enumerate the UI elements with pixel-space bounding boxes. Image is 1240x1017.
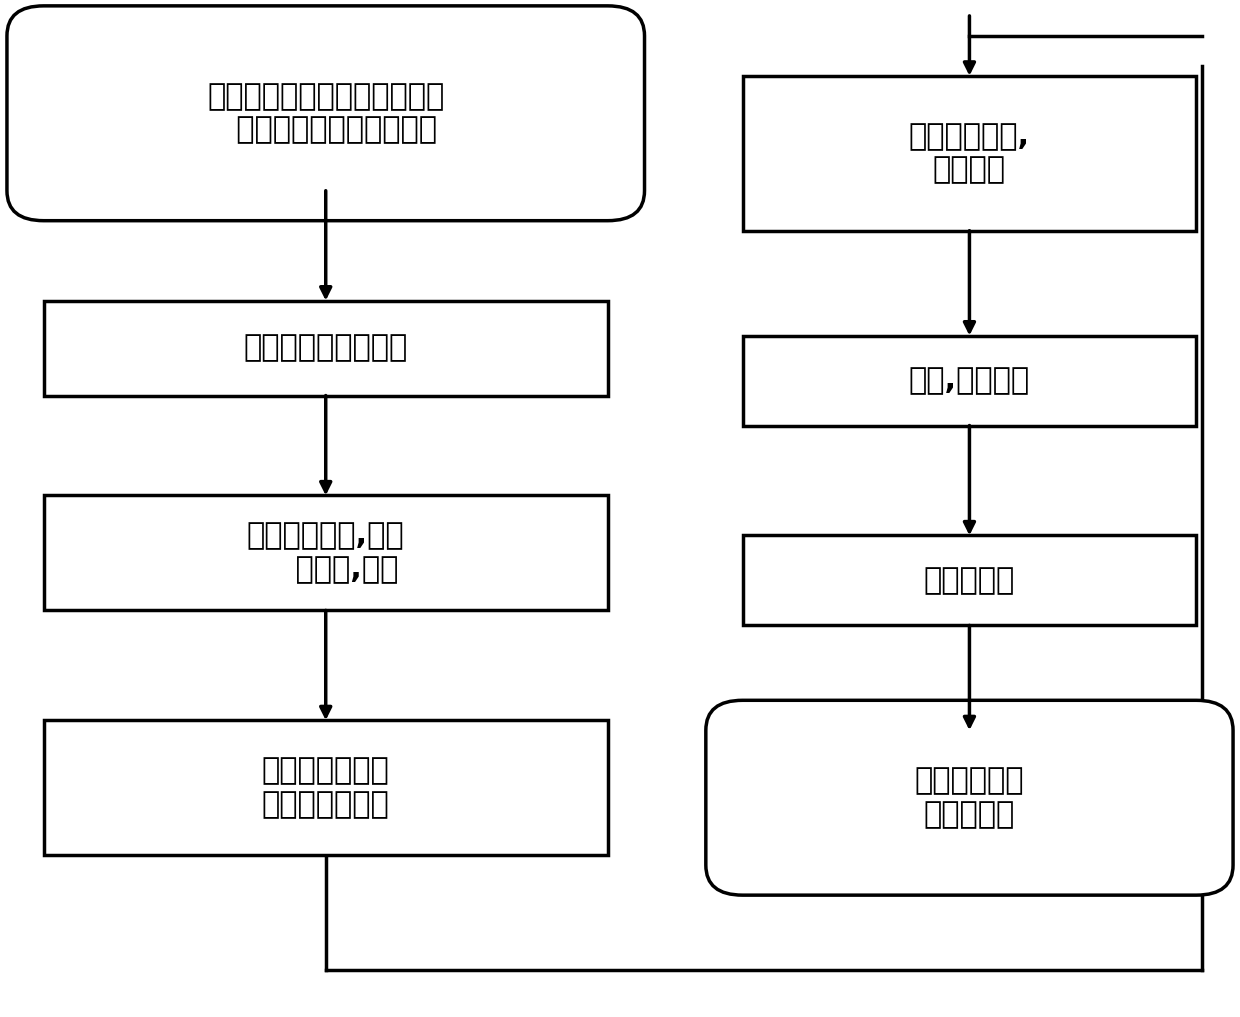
Text: 将环氧树脂、固化剂和氧化铝
  按照设定配比加入混合罐: 将环氧树脂、固化剂和氧化铝 按照设定配比加入混合罐 [207, 82, 444, 144]
FancyBboxPatch shape [743, 76, 1197, 231]
FancyBboxPatch shape [743, 535, 1197, 625]
FancyBboxPatch shape [43, 495, 608, 610]
Text: 模具放入烤箱,
一次固化: 模具放入烤箱, 一次固化 [909, 122, 1030, 184]
Text: 脱模,二次固化: 脱模,二次固化 [909, 366, 1030, 395]
FancyBboxPatch shape [43, 720, 608, 855]
Text: 冷却，脱模: 冷却，脱模 [924, 565, 1016, 595]
FancyBboxPatch shape [7, 6, 645, 221]
Text: 预热处理模具,推入
    浇注罐,抽空: 预热处理模具,推入 浇注罐,抽空 [247, 522, 404, 584]
FancyBboxPatch shape [706, 701, 1233, 895]
Text: 环氧树脂混合材
料浇注至模具内: 环氧树脂混合材 料浇注至模具内 [262, 757, 389, 819]
FancyBboxPatch shape [43, 301, 608, 396]
Text: 可得环氧树脂
盆式绝缘子: 可得环氧树脂 盆式绝缘子 [915, 767, 1024, 829]
FancyBboxPatch shape [743, 336, 1197, 425]
Text: 电机搅拌、真空脱气: 电机搅拌、真空脱气 [243, 334, 408, 363]
